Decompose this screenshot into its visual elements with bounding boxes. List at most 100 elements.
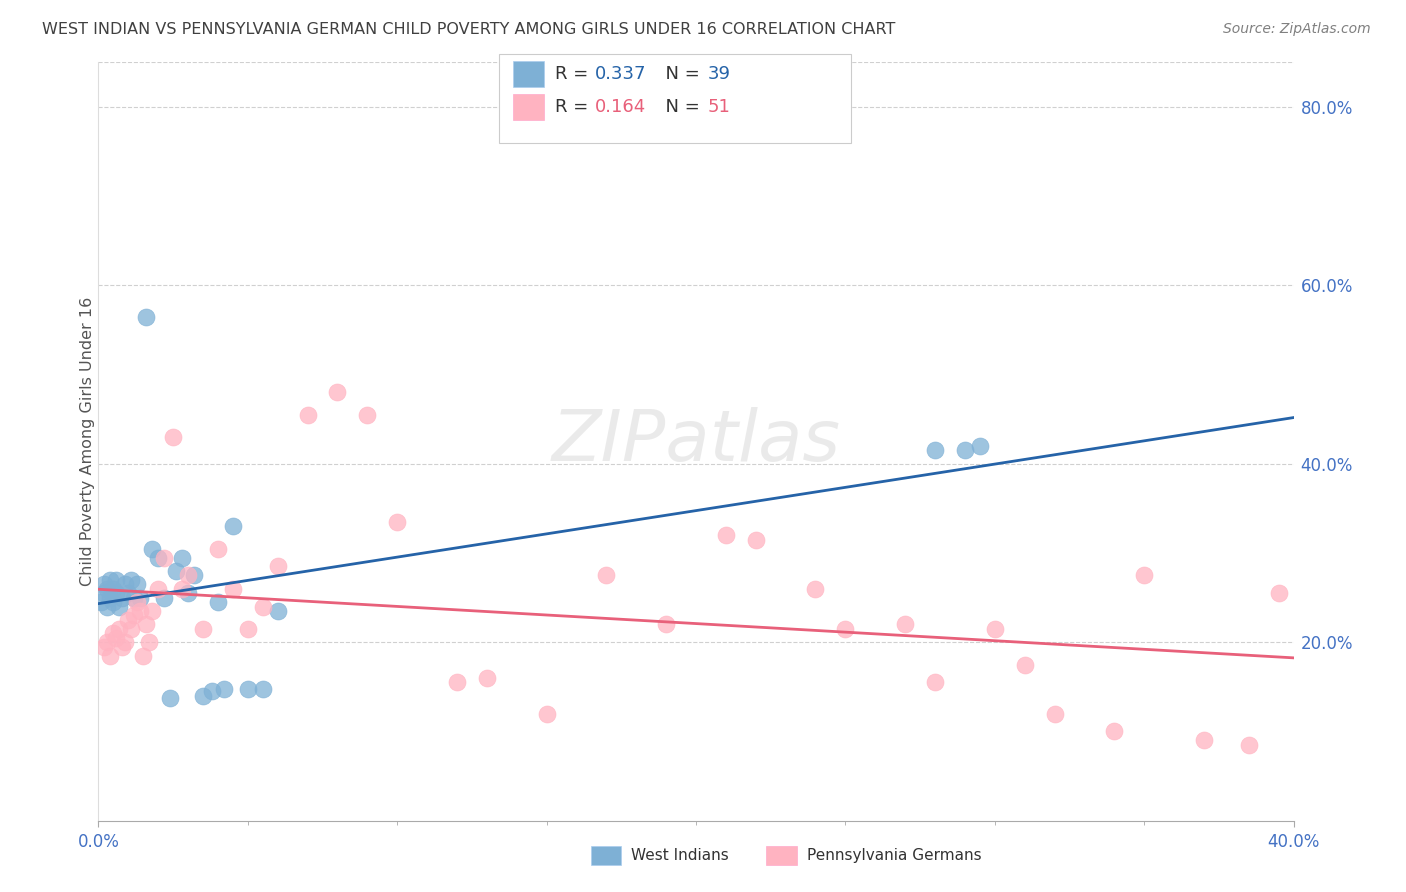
Point xyxy=(267,604,290,618)
Text: WEST INDIAN VS PENNSYLVANIA GERMAN CHILD POVERTY AMONG GIRLS UNDER 16 CORRELATIO: WEST INDIAN VS PENNSYLVANIA GERMAN CHILD… xyxy=(42,22,896,37)
Point xyxy=(153,550,176,565)
Point xyxy=(117,586,139,600)
Point xyxy=(93,577,115,591)
Point xyxy=(103,595,125,609)
Point xyxy=(108,599,131,614)
Point xyxy=(969,439,991,453)
Text: R =: R = xyxy=(555,98,595,116)
Point xyxy=(745,533,768,547)
Point xyxy=(172,550,194,565)
Point xyxy=(1133,568,1156,582)
Point xyxy=(385,515,409,529)
Point xyxy=(120,573,142,587)
Text: 0.337: 0.337 xyxy=(595,65,647,83)
Point xyxy=(165,564,187,578)
Point xyxy=(236,681,259,696)
Point xyxy=(212,681,235,696)
Point xyxy=(96,635,118,649)
Point xyxy=(90,595,112,609)
Point xyxy=(124,608,146,623)
Point xyxy=(98,648,122,663)
Point xyxy=(714,528,737,542)
Point xyxy=(148,550,170,565)
Point xyxy=(129,604,152,618)
Point xyxy=(804,582,827,596)
Point xyxy=(120,622,142,636)
Point xyxy=(138,635,160,649)
Point xyxy=(105,631,128,645)
Point xyxy=(177,568,200,582)
Point xyxy=(114,577,136,591)
Text: N =: N = xyxy=(654,65,706,83)
Point xyxy=(1267,586,1289,600)
Point xyxy=(159,690,181,705)
Point xyxy=(924,675,946,690)
Point xyxy=(183,568,205,582)
Point xyxy=(153,591,176,605)
Point xyxy=(111,591,134,605)
Point xyxy=(536,706,558,721)
Point xyxy=(162,430,184,444)
Point xyxy=(93,640,115,654)
Point xyxy=(1014,657,1036,672)
Point xyxy=(222,519,245,533)
Point xyxy=(103,626,125,640)
Point xyxy=(252,599,274,614)
Text: Source: ZipAtlas.com: Source: ZipAtlas.com xyxy=(1223,22,1371,37)
Point xyxy=(93,586,115,600)
Point xyxy=(236,622,259,636)
Point xyxy=(127,577,149,591)
Point xyxy=(834,622,856,636)
Point xyxy=(127,595,149,609)
Point xyxy=(114,635,136,649)
Point xyxy=(98,573,122,587)
Point xyxy=(207,541,229,556)
Point xyxy=(252,681,274,696)
Point xyxy=(129,591,152,605)
Point xyxy=(105,586,128,600)
Point xyxy=(96,582,118,596)
Text: 0.164: 0.164 xyxy=(595,98,645,116)
Point xyxy=(117,613,139,627)
Y-axis label: Child Poverty Among Girls Under 16: Child Poverty Among Girls Under 16 xyxy=(80,297,94,586)
Point xyxy=(135,310,157,324)
Point xyxy=(207,595,229,609)
Point xyxy=(1043,706,1066,721)
Point xyxy=(135,617,157,632)
Point xyxy=(1104,724,1126,739)
Text: N =: N = xyxy=(654,98,706,116)
Text: ZIPatlas: ZIPatlas xyxy=(551,407,841,476)
Point xyxy=(108,622,131,636)
Point xyxy=(267,559,290,574)
Point xyxy=(124,591,146,605)
Point xyxy=(326,385,349,400)
Point xyxy=(595,568,617,582)
Point xyxy=(984,622,1007,636)
Point xyxy=(475,671,498,685)
Text: 39: 39 xyxy=(707,65,730,83)
Point xyxy=(446,675,468,690)
Point xyxy=(132,648,155,663)
Point xyxy=(201,684,224,698)
Point xyxy=(177,586,200,600)
Point xyxy=(148,582,170,596)
Point xyxy=(297,408,319,422)
Point xyxy=(1192,733,1215,747)
Point xyxy=(655,617,678,632)
Point xyxy=(103,582,125,596)
Point xyxy=(98,591,122,605)
Point xyxy=(141,604,163,618)
Point xyxy=(924,443,946,458)
Point xyxy=(953,443,976,458)
Point xyxy=(96,599,118,614)
Text: Pennsylvania Germans: Pennsylvania Germans xyxy=(807,848,981,863)
Point xyxy=(356,408,378,422)
Point xyxy=(191,689,214,703)
Point xyxy=(894,617,917,632)
Point xyxy=(191,622,214,636)
Point xyxy=(172,582,194,596)
Text: West Indians: West Indians xyxy=(631,848,730,863)
Text: R =: R = xyxy=(555,65,595,83)
Text: 51: 51 xyxy=(707,98,730,116)
Point xyxy=(222,582,245,596)
